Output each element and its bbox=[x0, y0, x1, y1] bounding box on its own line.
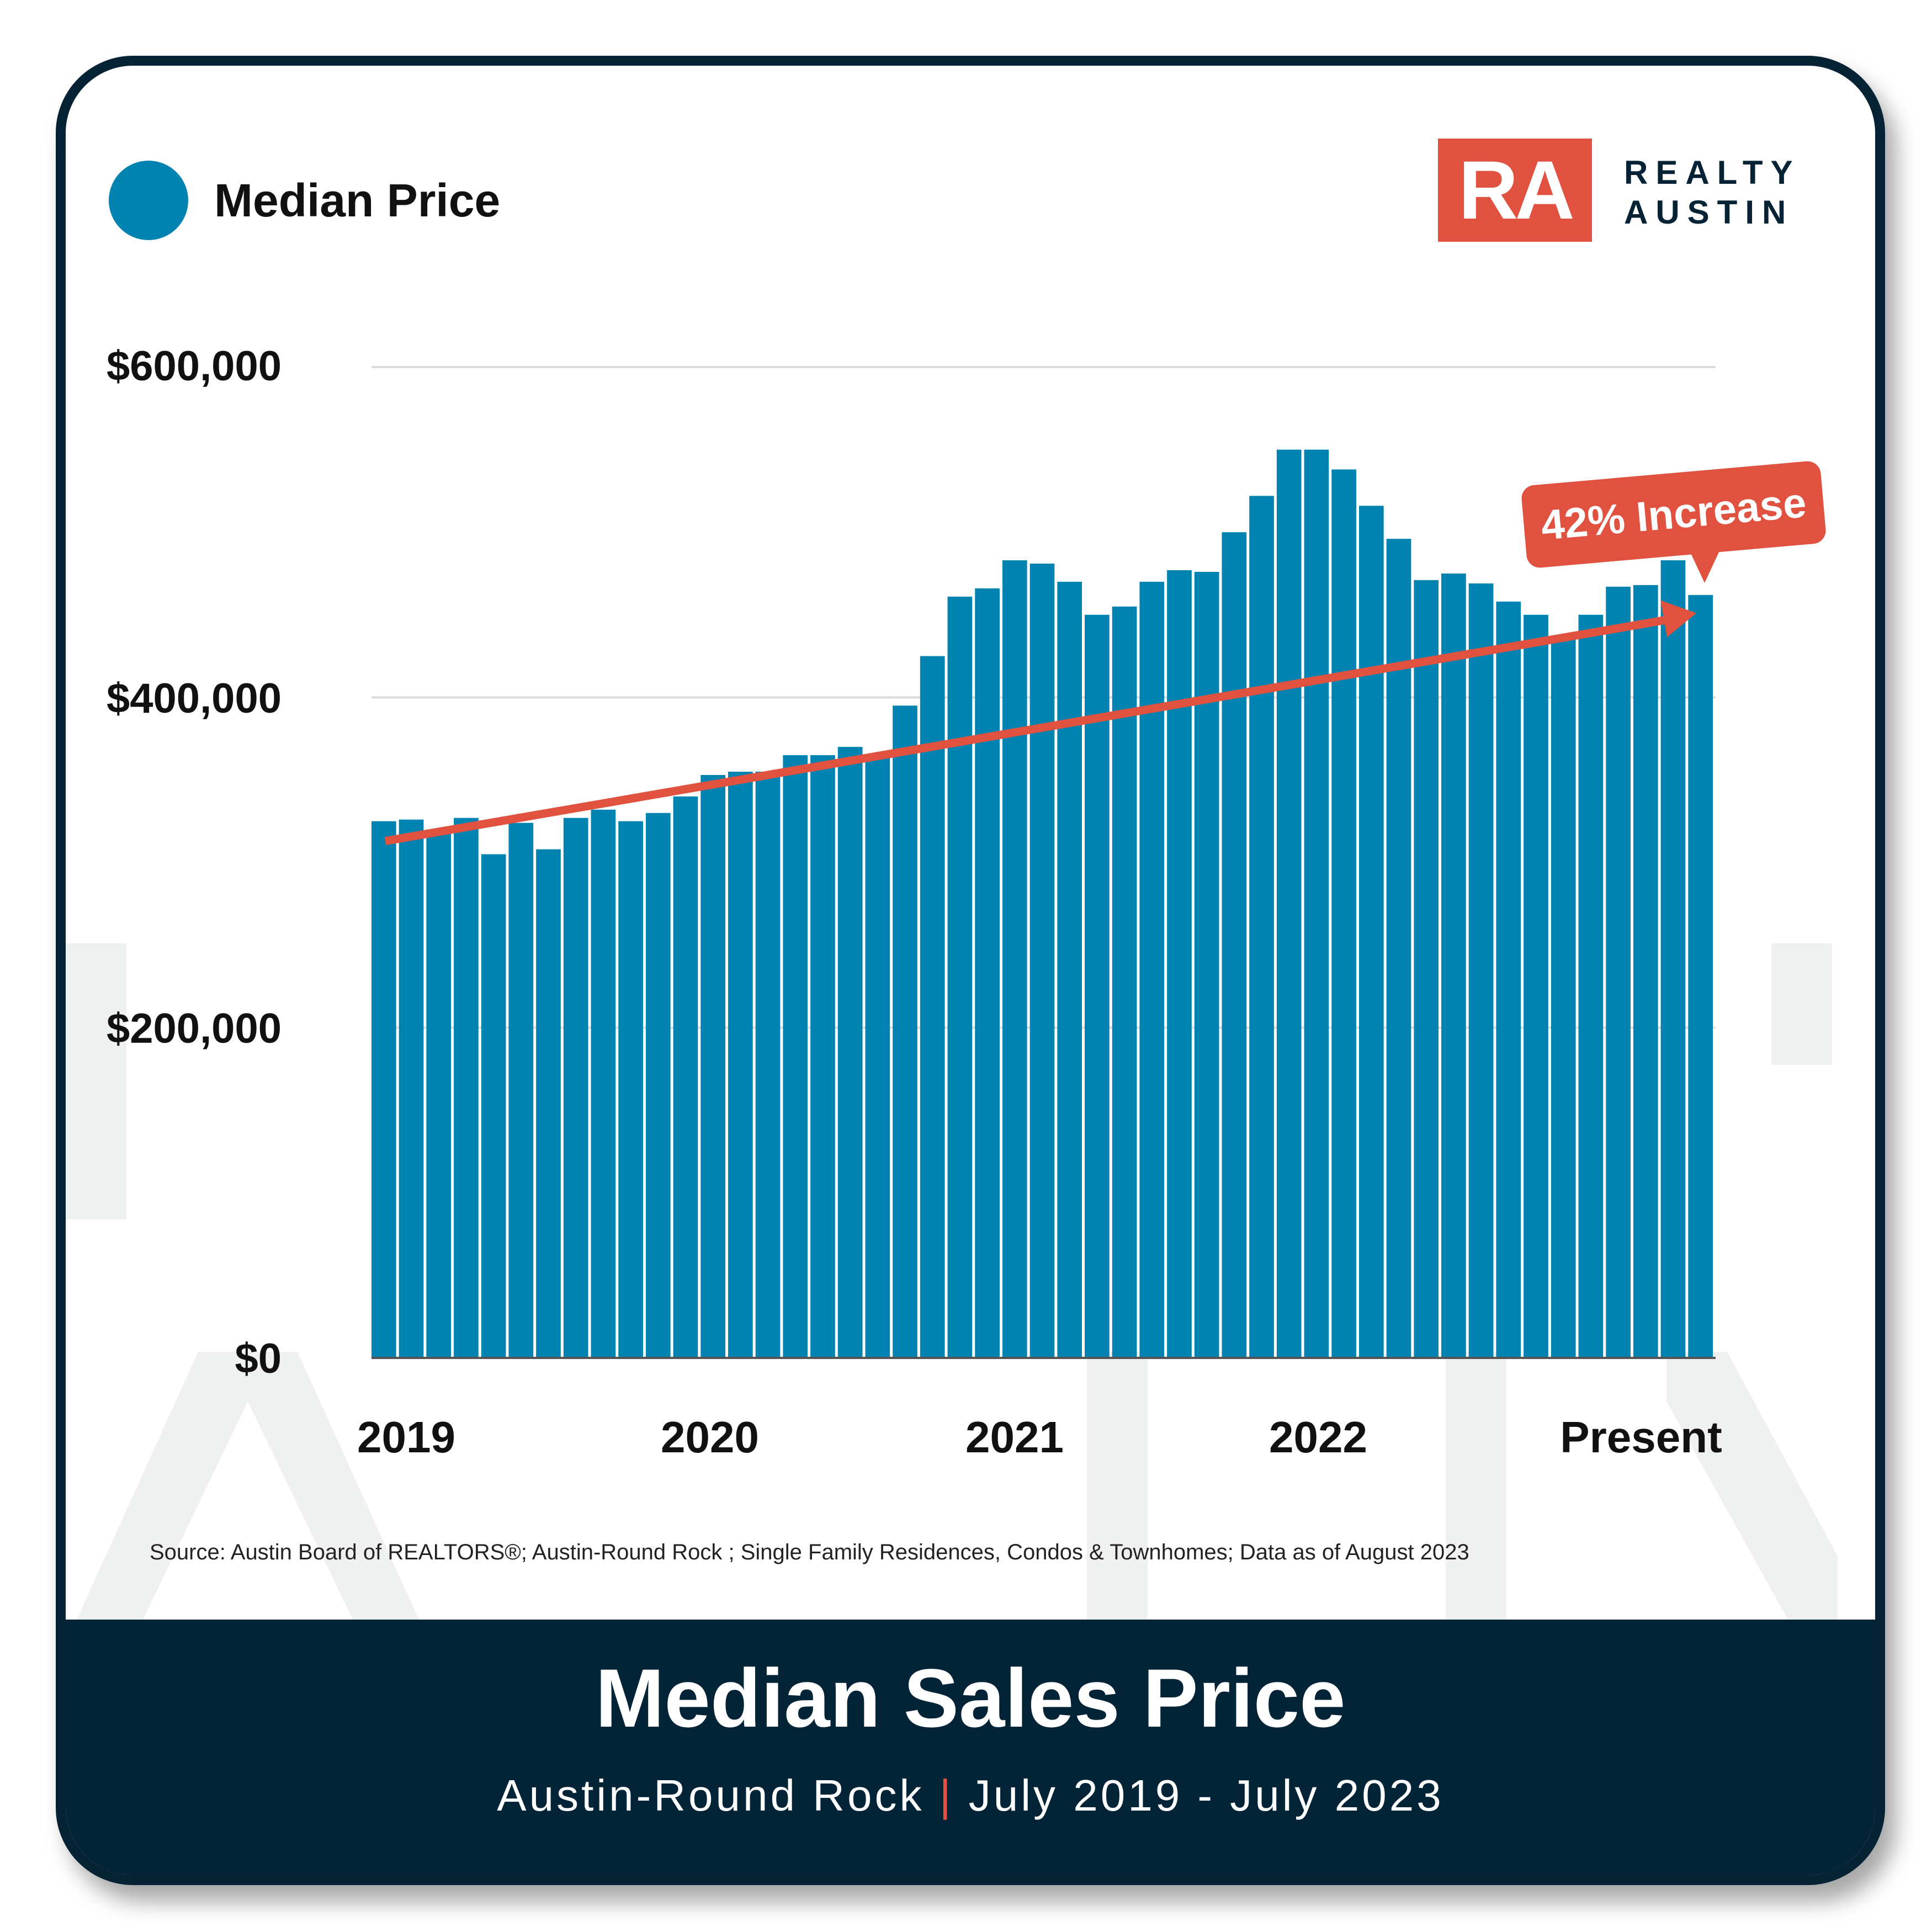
bar-dec-2019 bbox=[508, 822, 534, 1358]
watermark-shape bbox=[1666, 1352, 1838, 1620]
bar-jan-2020 bbox=[536, 849, 561, 1358]
bar-feb-2021 bbox=[893, 705, 917, 1358]
bar-jul-2019 bbox=[371, 821, 396, 1358]
x-tick-2019: 2019 bbox=[357, 1413, 455, 1462]
chart-title: Median Sales Price bbox=[595, 1652, 1346, 1744]
watermark-logo bbox=[66, 943, 1838, 1620]
bar-jul-2023 bbox=[1688, 595, 1713, 1358]
bar-may-2022 bbox=[1304, 449, 1329, 1358]
bar-nov-2019 bbox=[481, 854, 506, 1358]
y-tick-200000: $200,000 bbox=[107, 1005, 282, 1052]
bar-dec-2020 bbox=[837, 747, 863, 1358]
bar-dec-2021 bbox=[1167, 570, 1192, 1358]
bar-feb-2022 bbox=[1222, 532, 1247, 1358]
bar-dec-2022 bbox=[1496, 601, 1521, 1358]
bar-jun-2022 bbox=[1331, 469, 1356, 1358]
subtitle-region: Austin-Round Rock bbox=[497, 1771, 925, 1820]
bar-nov-2021 bbox=[1139, 581, 1165, 1358]
bar-mar-2020 bbox=[591, 809, 616, 1358]
bar-may-2023 bbox=[1633, 585, 1658, 1358]
logo-line2: AUSTIN bbox=[1624, 194, 1794, 231]
bar-aug-2022 bbox=[1386, 539, 1411, 1358]
watermark-shape bbox=[1087, 1352, 1148, 1620]
x-tick-present: Present bbox=[1560, 1413, 1722, 1462]
bar-jun-2021 bbox=[1002, 560, 1027, 1358]
y-tick-400000: $400,000 bbox=[107, 675, 282, 722]
bar-oct-2021 bbox=[1112, 606, 1137, 1358]
bar-jan-2023 bbox=[1524, 614, 1548, 1358]
bar-feb-2020 bbox=[563, 818, 588, 1358]
bar-oct-2020 bbox=[783, 755, 808, 1358]
bar-jul-2021 bbox=[1029, 564, 1055, 1358]
bar-sep-2021 bbox=[1085, 614, 1110, 1358]
bar-jun-2020 bbox=[673, 796, 698, 1358]
x-tick-2022: 2022 bbox=[1269, 1413, 1367, 1462]
callout-pointer bbox=[1689, 550, 1720, 583]
bar-mar-2022 bbox=[1249, 496, 1274, 1358]
bar-jan-2021 bbox=[865, 755, 890, 1358]
bar-mar-2021 bbox=[920, 656, 945, 1358]
x-tick-2021: 2021 bbox=[965, 1413, 1064, 1462]
watermark-shape bbox=[77, 1352, 419, 1620]
watermark-shape bbox=[1446, 1352, 1506, 1620]
y-tick-600000: $600,000 bbox=[107, 343, 282, 390]
bar-apr-2022 bbox=[1276, 449, 1302, 1358]
bar-sep-2019 bbox=[426, 829, 452, 1358]
bar-sep-2022 bbox=[1414, 580, 1439, 1358]
watermark-shape bbox=[66, 943, 126, 1219]
legend-label: Median Price bbox=[214, 174, 501, 226]
bar-oct-2022 bbox=[1441, 573, 1466, 1358]
chart-subtitle: Austin-Round Rock | July 2019 - July 202… bbox=[66, 1771, 1875, 1820]
footer-banner: Median Sales Price Austin-Round Rock | J… bbox=[66, 1620, 1875, 1875]
bar-mar-2023 bbox=[1578, 614, 1604, 1358]
trend-line bbox=[384, 613, 1681, 845]
bar-jun-2023 bbox=[1660, 560, 1686, 1358]
bar-apr-2021 bbox=[947, 596, 973, 1358]
bar-apr-2023 bbox=[1606, 586, 1631, 1358]
bar-aug-2021 bbox=[1057, 581, 1082, 1358]
bar-feb-2023 bbox=[1551, 636, 1576, 1358]
bar-jul-2022 bbox=[1358, 506, 1384, 1358]
watermark-shape bbox=[1771, 943, 1832, 1065]
trend-arrowhead-icon bbox=[1660, 600, 1697, 638]
bar-may-2020 bbox=[645, 813, 671, 1358]
bar-nov-2020 bbox=[810, 755, 835, 1358]
y-tick-0: $0 bbox=[235, 1335, 282, 1382]
legend-circle-dot-icon bbox=[109, 161, 188, 240]
source-note: Source: Austin Board of REALTORS®; Austi… bbox=[150, 1540, 1469, 1564]
bar-jul-2020 bbox=[700, 774, 726, 1358]
bar-aug-2020 bbox=[728, 771, 753, 1358]
logo-line1: REALTY bbox=[1624, 154, 1801, 191]
logo-mark: RA bbox=[1438, 139, 1592, 242]
bar-oct-2019 bbox=[454, 818, 479, 1358]
subtitle-period: July 2019 - July 2023 bbox=[968, 1771, 1444, 1820]
bar-may-2021 bbox=[975, 588, 1000, 1358]
subtitle-separator: | bbox=[939, 1771, 954, 1820]
bar-nov-2022 bbox=[1468, 583, 1494, 1358]
bar-sep-2020 bbox=[755, 771, 781, 1358]
bar-apr-2020 bbox=[618, 821, 643, 1358]
x-tick-2020: 2020 bbox=[661, 1413, 759, 1462]
bar-aug-2019 bbox=[399, 819, 424, 1358]
bar-jan-2022 bbox=[1194, 571, 1219, 1358]
